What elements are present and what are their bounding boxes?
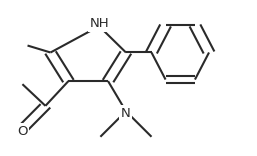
Text: N: N: [121, 107, 131, 120]
Text: NH: NH: [89, 17, 109, 30]
Text: O: O: [17, 125, 28, 138]
